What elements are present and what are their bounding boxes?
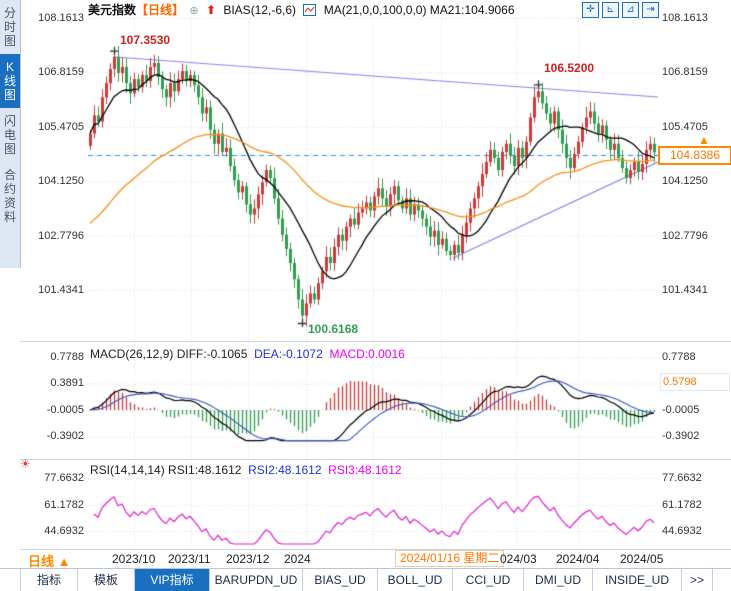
x-axis-label: 2024: [284, 552, 311, 566]
macd-y-label: 0.3891: [50, 377, 84, 389]
rsi-y-label: 61.1782: [662, 499, 702, 511]
tab-indicator[interactable]: 指标: [21, 569, 78, 591]
tab-cci-ud[interactable]: CCI_UD: [453, 569, 524, 591]
panel-separator: [20, 341, 731, 342]
macd-current-value-box: 0.5798: [660, 373, 730, 391]
tab-boll-ud[interactable]: BOLL_UD: [378, 569, 453, 591]
ma-indicator-label[interactable]: MA(21,0,0,100,0,0) MA21:104.9066: [323, 3, 515, 17]
panel-separator: [20, 549, 731, 550]
macd-y-label: -0.3902: [46, 430, 84, 442]
tab-inside-ud[interactable]: INSIDE_UD: [593, 569, 682, 591]
up-arrow-icon: ⬆: [205, 3, 216, 17]
last-price-box: 104.8386: [658, 146, 731, 165]
y-axis-label: 104.1250: [38, 175, 84, 187]
footer-tab-bar: 指标 模板 VIP指标 BARUPDN_UD BIAS_UD BOLL_UD C…: [0, 568, 731, 591]
chart-header: 美元指数【日线】 ⊕ ⬆ BIAS(12,-6,6) MA(21,0,0,100…: [88, 1, 517, 18]
rsi-y-label: 44.6932: [44, 525, 84, 537]
footer-spacer: [0, 569, 21, 591]
macd-y-label: -0.0005: [46, 404, 84, 416]
period-indicator[interactable]: 日线 ▲: [28, 554, 71, 569]
y-axis-label: 104.1250: [662, 175, 708, 187]
macd-y-label: -0.0005: [662, 404, 700, 416]
macd-y-label: 0.7788: [662, 351, 696, 363]
macd-y-label: -0.3902: [662, 430, 700, 442]
rsi2-value: RSI2:48.1612: [248, 463, 322, 477]
panel-separator: [20, 459, 731, 460]
sidebar-item-lightning-chart[interactable]: 闪电图: [3, 114, 16, 156]
crosshair-date-label: 2024/01/16 星期二: [395, 550, 505, 567]
y-axis-label: 106.8159: [38, 66, 84, 78]
y-axis-label: 106.8159: [662, 66, 708, 78]
tab-more[interactable]: >>: [682, 569, 713, 591]
x-axis-label: 2023/11: [168, 552, 211, 566]
tab-template[interactable]: 模板: [78, 569, 135, 591]
y-axis-label: 105.4705: [38, 121, 84, 133]
y-axis-label: 102.7796: [662, 230, 708, 242]
x-axis-label: 2023/12: [226, 552, 270, 566]
last-price-up-triangle-icon: ▲: [698, 133, 710, 147]
rsi-y-label: 77.6632: [662, 472, 702, 484]
macd-header: MACD(26,12,9) DIFF:-0.1065 DEA:-0.1072 M…: [90, 347, 405, 361]
macd-params-diff[interactable]: MACD(26,12,9) DIFF:-0.1065: [90, 347, 248, 361]
annotation-low: 100.6168: [308, 322, 359, 336]
x-axis-label: 2023/10: [112, 552, 156, 566]
macd-y-label: 0.7788: [50, 351, 84, 363]
main-chart-canvas[interactable]: [88, 14, 658, 550]
sidebar-item-time-chart[interactable]: 分时图: [3, 6, 16, 48]
rsi-y-label: 61.1782: [44, 499, 84, 511]
tab-vip-indicator[interactable]: VIP指标: [135, 569, 210, 591]
annotation-second-high: 106.5200: [544, 61, 595, 75]
y-axis-label: 105.4705: [662, 121, 708, 133]
instrument-title: 美元指数: [88, 3, 137, 17]
x-axis-label: 024/03: [500, 552, 537, 566]
hot-indicator-icon[interactable]: ☀: [20, 457, 31, 471]
x-axis-label: 2024/05: [620, 552, 664, 566]
rsi-params-rsi1[interactable]: RSI(14,14,14) RSI1:48.1612: [90, 463, 242, 477]
y-axis-label: 108.1613: [662, 12, 708, 24]
x-axis-label: 2024/04: [556, 552, 600, 566]
tab-dmi-ud[interactable]: DMI_UD: [524, 569, 593, 591]
period-tag: 【日线】: [136, 3, 185, 17]
rsi3-value: RSI3:48.1612: [328, 463, 402, 477]
rsi-header: RSI(14,14,14) RSI1:48.1612 RSI2:48.1612 …: [90, 463, 402, 477]
annotation-high: 107.3530: [120, 33, 171, 47]
y-axis-label: 101.4341: [38, 284, 84, 296]
tab-barupdn-ud[interactable]: BARUPDN_UD: [210, 569, 303, 591]
tab-bias-ud[interactable]: BIAS_UD: [303, 569, 378, 591]
rsi-y-label: 44.6932: [662, 525, 702, 537]
footer-empty-area: [713, 569, 731, 591]
bias-indicator-label[interactable]: BIAS(12,-6,6): [223, 3, 297, 17]
circle-plus-icon[interactable]: ⊕: [189, 5, 199, 17]
macd-macd-value: MACD:0.0016: [329, 347, 405, 361]
sidebar-item-contract-info[interactable]: 合约资料: [3, 168, 16, 224]
y-axis-label: 101.4341: [662, 284, 708, 296]
rsi-y-label: 77.6632: [44, 472, 84, 484]
y-axis-label: 108.1613: [38, 12, 84, 24]
y-axis-label: 102.7796: [38, 230, 84, 242]
macd-dea-value: DEA:-0.1072: [254, 347, 323, 361]
